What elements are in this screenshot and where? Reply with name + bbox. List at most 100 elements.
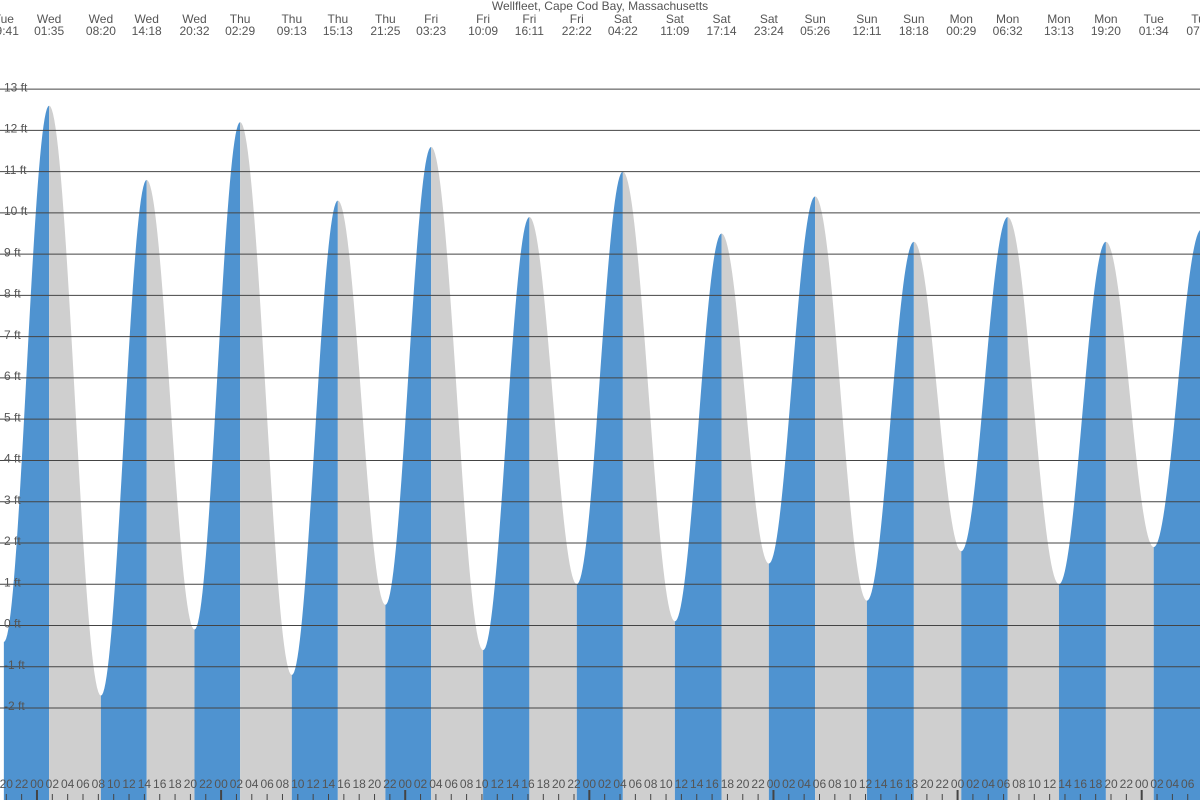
x-tick-label: 22 — [199, 777, 213, 791]
rising-tide — [576, 171, 623, 800]
event-day: Wed — [89, 12, 113, 26]
rising-tide — [768, 196, 816, 800]
x-tick-label: 12 — [491, 777, 505, 791]
x-tick-label: 04 — [61, 777, 75, 791]
tide-fills — [3, 105, 1200, 800]
x-tick-label: 22 — [567, 777, 581, 791]
x-tick-label: 02 — [782, 777, 796, 791]
falling-tide — [337, 200, 386, 800]
falling-tide — [1007, 217, 1059, 800]
y-tick-label: 12 ft — [4, 122, 28, 136]
event-day: Sat — [666, 12, 685, 26]
event-day: Mon — [996, 12, 1019, 26]
chart-title: Wellfleet, Cape Cod Bay, Massachusetts — [492, 0, 708, 13]
event-day: Tue — [1191, 12, 1200, 26]
falling-tide — [146, 179, 195, 800]
labels: -2 ft -1 ft 0 ft 1 ft 2 ft 3 ft 4 ft 5 ft 6 ft 7 … — [0, 12, 1200, 791]
x-tick-label: 02 — [414, 777, 428, 791]
event-time: 04:22 — [608, 24, 638, 38]
x-tick-label: 20 — [552, 777, 566, 791]
x-tick-label: 10 — [107, 777, 121, 791]
x-tick-label: 18 — [537, 777, 551, 791]
x-tick-label: 22 — [15, 777, 29, 791]
x-tick-label: 02 — [966, 777, 980, 791]
event-day: Sun — [856, 12, 877, 26]
x-tick-label: 06 — [629, 777, 643, 791]
x-tick-label: 16 — [890, 777, 904, 791]
event-time: 23:24 — [754, 24, 784, 38]
rising-tide — [674, 233, 722, 800]
event-time: 12:11 — [852, 24, 881, 38]
event-time: 18:18 — [899, 24, 929, 38]
x-tick-label: 14 — [874, 777, 888, 791]
event-day: Sat — [713, 12, 732, 26]
x-tick-label: 08 — [828, 777, 842, 791]
falling-tide — [529, 217, 577, 800]
x-tick-label: 22 — [751, 777, 765, 791]
rising-tide — [291, 200, 338, 800]
y-tick-label: 7 ft — [4, 328, 21, 342]
grid — [0, 88, 1200, 800]
x-tick-label: 14 — [506, 777, 520, 791]
event-day: Tue — [0, 12, 14, 26]
x-tick-label: 04 — [613, 777, 627, 791]
y-tick-label: 10 ft — [4, 204, 28, 218]
x-tick-label: 04 — [1166, 777, 1180, 791]
falling-tide — [721, 233, 769, 800]
x-tick-label: 18 — [353, 777, 367, 791]
x-tick-label: 10 — [843, 777, 857, 791]
x-tick-label: 20 — [0, 777, 13, 791]
rising-tide — [866, 241, 914, 800]
x-tick-label: 12 — [859, 777, 873, 791]
event-day: Sun — [903, 12, 924, 26]
y-tick-label: 0 ft — [4, 617, 21, 631]
event-time: 01:35 — [34, 24, 64, 38]
event-time: 09:13 — [277, 24, 307, 38]
x-tick-label: 14 — [1058, 777, 1072, 791]
event-time: 11:09 — [660, 24, 689, 38]
rising-tide — [100, 179, 147, 800]
x-tick-label: 14 — [690, 777, 704, 791]
event-time: 21:25 — [370, 24, 400, 38]
x-tick-label: 22 — [383, 777, 397, 791]
x-tick-label: 20 — [184, 777, 198, 791]
event-day: Wed — [37, 12, 61, 26]
x-tick-label: 06 — [1181, 777, 1195, 791]
x-tick-label: 18 — [721, 777, 735, 791]
x-tick-label: 10 — [659, 777, 673, 791]
event-day: Thu — [375, 12, 396, 26]
falling-tide — [622, 171, 675, 800]
event-day: Fri — [424, 12, 438, 26]
y-tick-label: 6 ft — [4, 369, 21, 383]
x-tick-label: 02 — [46, 777, 60, 791]
event-day: Sat — [760, 12, 779, 26]
y-tick-label: 11 ft — [4, 163, 27, 177]
y-tick-label: 2 ft — [4, 534, 21, 548]
event-time: 06:32 — [993, 24, 1023, 38]
x-tick-label: 08 — [92, 777, 106, 791]
event-day: Sun — [804, 12, 825, 26]
x-tick-label: 16 — [521, 777, 535, 791]
event-time: 10:09 — [468, 24, 498, 38]
y-tick-label: -2 ft — [4, 699, 25, 713]
rising-tide — [961, 217, 1008, 800]
event-time: 19:20 — [1091, 24, 1121, 38]
x-tick-label: 12 — [1043, 777, 1057, 791]
x-tick-label: 06 — [260, 777, 274, 791]
x-tick-label: 12 — [306, 777, 320, 791]
event-time: 03:23 — [416, 24, 446, 38]
event-day: Tue — [1144, 12, 1165, 26]
x-tick-label: 20 — [920, 777, 934, 791]
falling-tide — [815, 196, 867, 800]
x-tick-label: 06 — [997, 777, 1011, 791]
event-day: Fri — [570, 12, 584, 26]
x-tick-label: 18 — [168, 777, 182, 791]
y-tick-label: 1 ft — [4, 575, 21, 589]
x-tick-label: 00 — [767, 777, 781, 791]
x-tick-label: 00 — [583, 777, 597, 791]
x-tick-label: 00 — [951, 777, 965, 791]
event-day: Thu — [230, 12, 251, 26]
y-tick-label: 3 ft — [4, 493, 21, 507]
event-day: Thu — [327, 12, 348, 26]
